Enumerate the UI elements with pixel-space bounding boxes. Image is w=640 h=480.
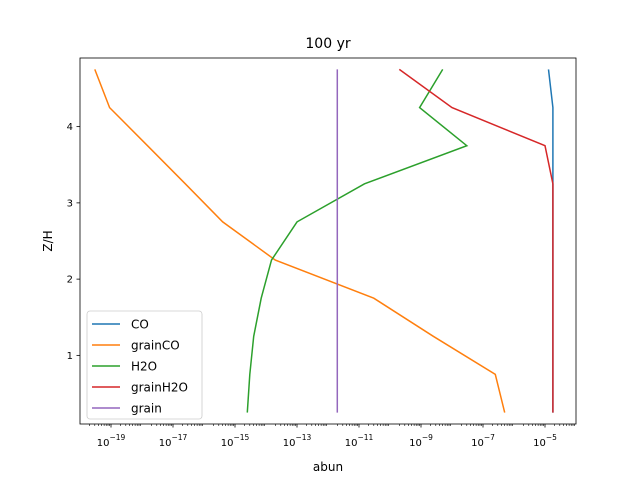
series-line-grainh2o xyxy=(398,68,554,413)
series-line-h2o xyxy=(246,69,469,413)
y-tick-label: 4 xyxy=(67,122,73,133)
chart-title: 100 yr xyxy=(305,36,350,52)
y-tick-label: 3 xyxy=(67,198,73,209)
x-axis: 10−19 10−17 10−15 10−13 10−11 10−9 10−7 10−5 xyxy=(89,424,575,449)
plot-frame xyxy=(79,57,577,425)
legend-label-grain: grain xyxy=(131,402,162,416)
x-tick-label: 10−15 xyxy=(221,433,250,449)
x-tick-label: 10−17 xyxy=(159,433,188,449)
legend-box xyxy=(86,310,203,420)
x-tick-label: 10−19 xyxy=(97,433,126,449)
series-layer xyxy=(94,68,554,413)
x-tick-label: 10−5 xyxy=(533,433,557,449)
legend-label-h2o: H2O xyxy=(131,360,157,374)
legend-label-co: CO xyxy=(131,318,149,332)
y-tick-label: 1 xyxy=(67,351,73,362)
y-axis-label: Z/H xyxy=(41,230,55,251)
x-tick-label: 10−9 xyxy=(409,433,433,449)
x-axis-label: abun xyxy=(313,460,343,474)
legend: CO grainCO H2O grainH2O grain xyxy=(86,310,203,420)
x-tick-label: 10−7 xyxy=(471,433,495,449)
series-line-grainco xyxy=(94,69,506,413)
x-tick-label: 10−13 xyxy=(283,433,312,449)
legend-label-grainh2o: grainH2O xyxy=(131,381,188,395)
y-axis: 1 2 3 4 xyxy=(67,122,80,362)
legend-label-grainco: grainCO xyxy=(131,339,180,353)
y-tick-label: 2 xyxy=(67,275,73,286)
x-tick-label: 10−11 xyxy=(345,433,374,449)
